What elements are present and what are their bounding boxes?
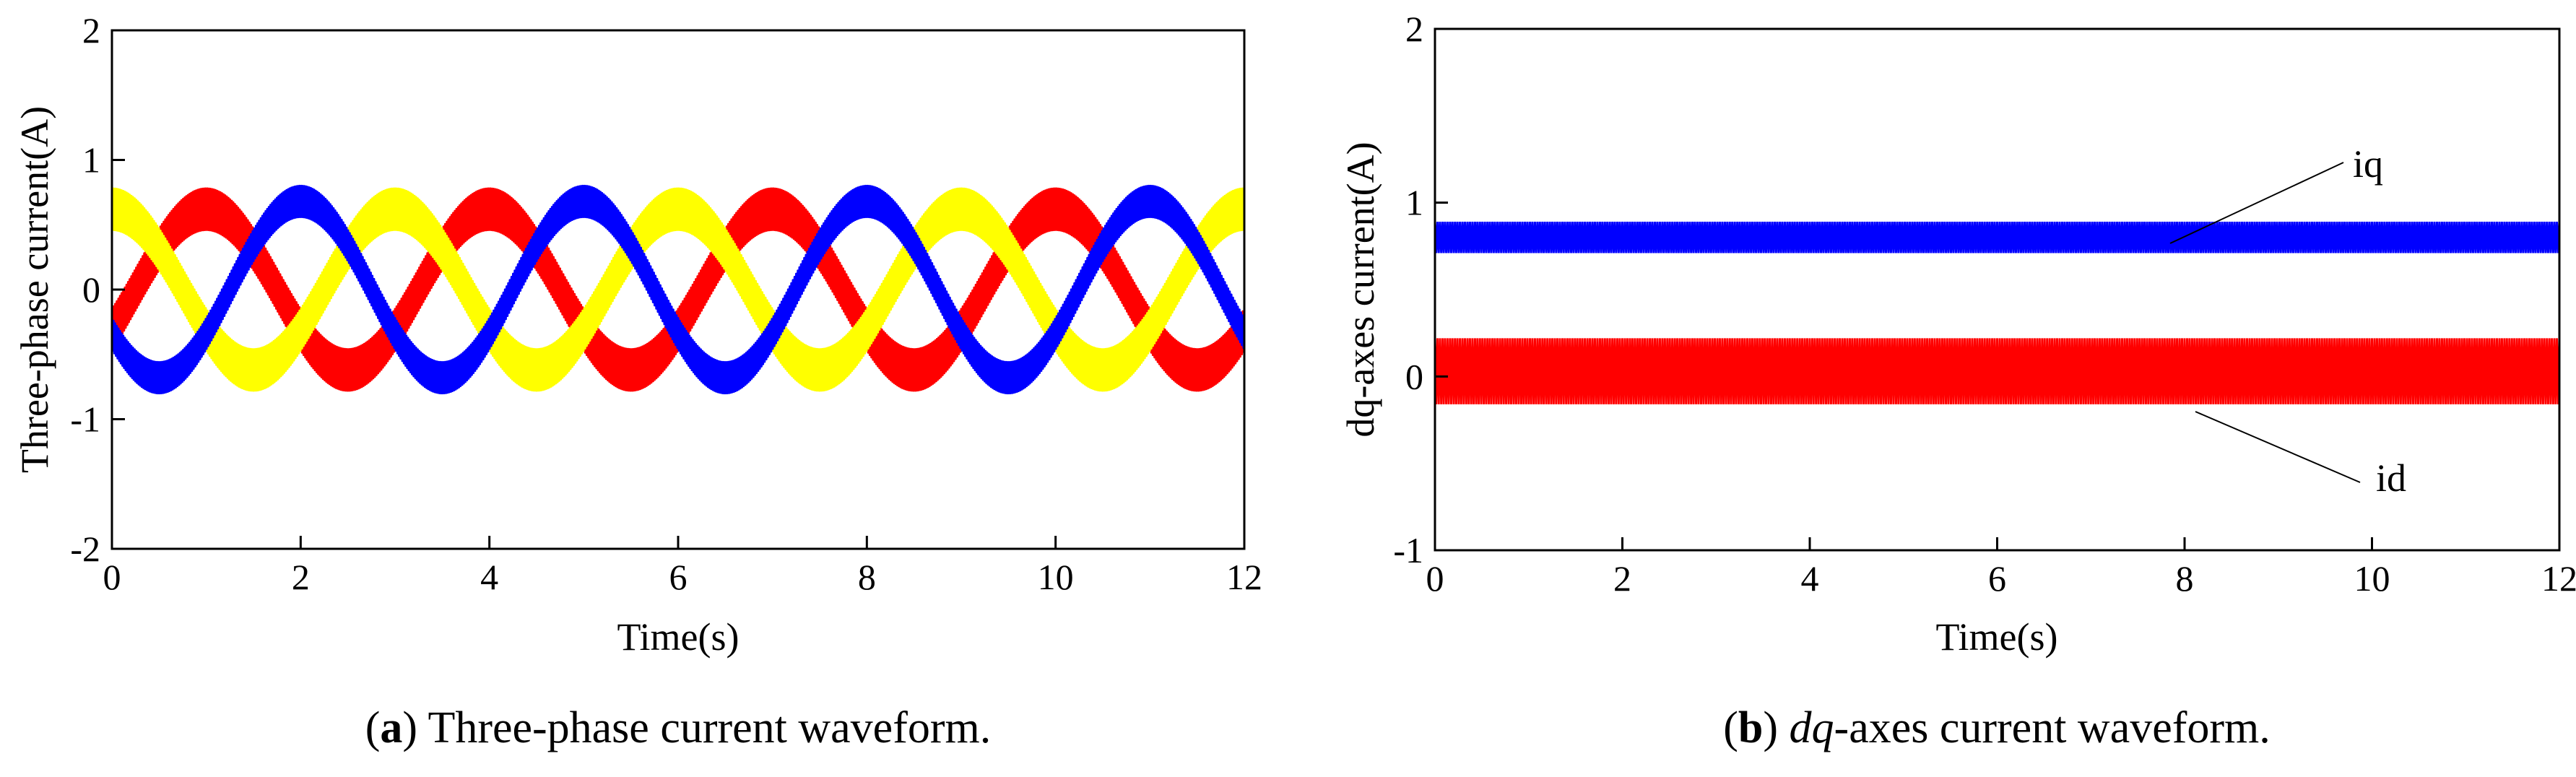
y-tick-label: 2	[82, 10, 100, 51]
panel-b-y-axis-label: dq-axes current(A)	[1339, 142, 1382, 437]
series-line-iq	[1434, 222, 2561, 253]
panel-a-y-ticks: -2 -1 0 1 2	[70, 10, 125, 569]
x-tick-label: 2	[1613, 558, 1631, 599]
panel-a-x-axis-label: Time(s)	[617, 615, 739, 659]
x-tick-label: 8	[858, 557, 876, 597]
x-tick-label: 4	[1801, 558, 1819, 599]
x-tick-label: 6	[1988, 558, 2006, 599]
x-tick-label: 6	[669, 557, 688, 597]
y-tick-label: -1	[1393, 530, 1423, 570]
y-tick-label: 1	[82, 140, 100, 181]
panel-b-x-axis-label: Time(s)	[1935, 615, 2057, 659]
x-tick-label: 2	[292, 557, 310, 597]
x-tick-label: 10	[1038, 557, 1074, 597]
iq-leader-line	[2169, 162, 2344, 244]
panel-a-caption-text: Three-phase current waveform.	[428, 703, 991, 752]
x-tick-label: 0	[103, 557, 121, 597]
series-line	[110, 184, 1246, 395]
id-leader-line	[2195, 411, 2361, 483]
x-tick-label: 12	[1226, 557, 1262, 597]
id-annotation: id	[2376, 456, 2406, 500]
panel-b-x-ticks: 0 2 4 6 8 10 12	[1426, 537, 2576, 599]
x-tick-label: 12	[2541, 558, 2576, 599]
x-tick-label: 4	[480, 557, 498, 597]
panel-b-series-group	[1434, 222, 2561, 404]
panel-b-caption-text: -axes current waveform.	[1834, 703, 2271, 752]
y-tick-label: -2	[70, 529, 100, 569]
x-tick-label: 0	[1426, 558, 1444, 599]
y-tick-label: 0	[82, 269, 100, 310]
panel-b-y-ticks: -1 0 1 2	[1393, 9, 1448, 570]
x-tick-label: 8	[2176, 558, 2194, 599]
panel-a-series-group	[110, 184, 1246, 395]
y-tick-label: 2	[1405, 9, 1423, 49]
series-line-id	[1434, 338, 2561, 404]
y-tick-label: 1	[1405, 183, 1423, 223]
panel-a-x-ticks: 0 2 4 6 8 10 12	[103, 536, 1262, 597]
y-tick-label: 0	[1405, 356, 1423, 396]
panel-a-caption-letter: a	[380, 703, 402, 752]
panel-a-y-axis-label: Three-phase current(A)	[13, 106, 56, 473]
x-tick-label: 10	[2354, 558, 2390, 599]
panel-a-caption: (a) Three-phase current waveform.	[365, 703, 991, 752]
panel-b-caption: (b) dq-axes current waveform.	[1723, 703, 2271, 752]
y-tick-label: -1	[70, 399, 100, 440]
iq-annotation: iq	[2353, 142, 2383, 186]
panel-b-caption-letter: b	[1738, 703, 1763, 752]
panel-b-caption-italic: dq	[1790, 703, 1834, 752]
